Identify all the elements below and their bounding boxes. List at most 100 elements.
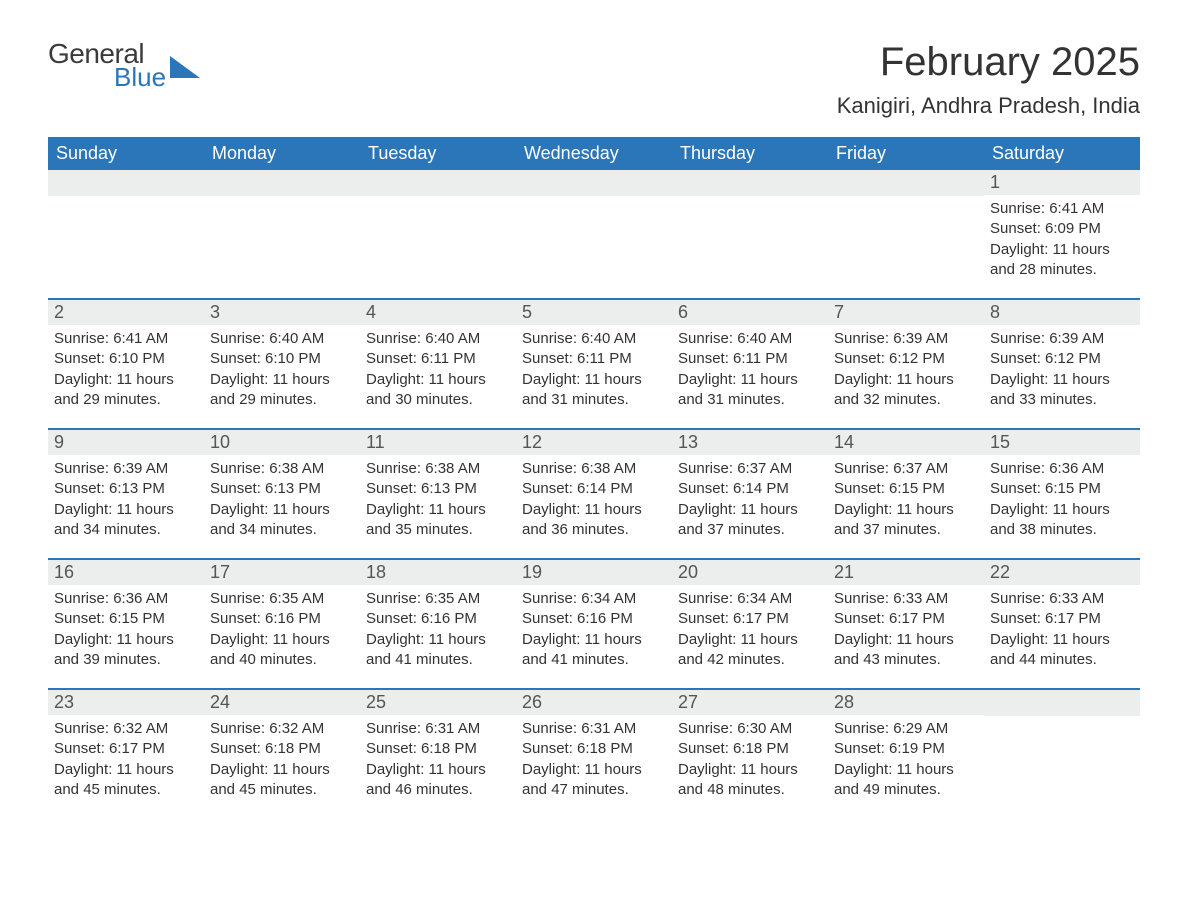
day-content: Sunrise: 6:36 AMSunset: 6:15 PMDaylight:…: [48, 585, 204, 678]
day-content-empty: [984, 716, 1140, 796]
day-number-empty: [360, 170, 516, 196]
calendar-day-cell: 3Sunrise: 6:40 AMSunset: 6:10 PMDaylight…: [204, 300, 360, 428]
sunrise-text: Sunrise: 6:35 AM: [366, 589, 510, 609]
day-content: Sunrise: 6:32 AMSunset: 6:18 PMDaylight:…: [204, 715, 360, 808]
calendar-day-cell: 21Sunrise: 6:33 AMSunset: 6:17 PMDayligh…: [828, 560, 984, 688]
daylight-text: Daylight: 11 hours and 31 minutes.: [678, 370, 822, 411]
daylight-text: Daylight: 11 hours and 34 minutes.: [210, 500, 354, 541]
sunrise-text: Sunrise: 6:32 AM: [210, 719, 354, 739]
calendar-day-cell: [48, 170, 204, 298]
sunrise-text: Sunrise: 6:40 AM: [678, 329, 822, 349]
day-content: Sunrise: 6:37 AMSunset: 6:14 PMDaylight:…: [672, 455, 828, 548]
daylight-text: Daylight: 11 hours and 29 minutes.: [54, 370, 198, 411]
daylight-text: Daylight: 11 hours and 39 minutes.: [54, 630, 198, 671]
sunrise-text: Sunrise: 6:39 AM: [54, 459, 198, 479]
day-number: 18: [360, 560, 516, 585]
header: General Blue February 2025 Kanigiri, And…: [48, 40, 1140, 119]
daylight-text: Daylight: 11 hours and 32 minutes.: [834, 370, 978, 411]
daylight-text: Daylight: 11 hours and 35 minutes.: [366, 500, 510, 541]
sunset-text: Sunset: 6:17 PM: [678, 609, 822, 629]
title-block: February 2025 Kanigiri, Andhra Pradesh, …: [837, 40, 1140, 119]
day-content: Sunrise: 6:35 AMSunset: 6:16 PMDaylight:…: [204, 585, 360, 678]
calendar-day-cell: [984, 690, 1140, 818]
day-number: 20: [672, 560, 828, 585]
sunset-text: Sunset: 6:11 PM: [678, 349, 822, 369]
day-number: 15: [984, 430, 1140, 455]
sunset-text: Sunset: 6:19 PM: [834, 739, 978, 759]
sunset-text: Sunset: 6:15 PM: [990, 479, 1134, 499]
calendar-day-cell: [360, 170, 516, 298]
sunrise-text: Sunrise: 6:39 AM: [834, 329, 978, 349]
sunrise-text: Sunrise: 6:38 AM: [210, 459, 354, 479]
sunrise-text: Sunrise: 6:40 AM: [522, 329, 666, 349]
sunset-text: Sunset: 6:14 PM: [522, 479, 666, 499]
day-content: Sunrise: 6:36 AMSunset: 6:15 PMDaylight:…: [984, 455, 1140, 548]
daylight-text: Daylight: 11 hours and 31 minutes.: [522, 370, 666, 411]
daylight-text: Daylight: 11 hours and 28 minutes.: [990, 240, 1134, 281]
day-number: 23: [48, 690, 204, 715]
day-content: Sunrise: 6:29 AMSunset: 6:19 PMDaylight:…: [828, 715, 984, 808]
day-number: 4: [360, 300, 516, 325]
sunset-text: Sunset: 6:13 PM: [210, 479, 354, 499]
sunrise-text: Sunrise: 6:33 AM: [990, 589, 1134, 609]
daylight-text: Daylight: 11 hours and 47 minutes.: [522, 760, 666, 801]
day-content: Sunrise: 6:39 AMSunset: 6:12 PMDaylight:…: [984, 325, 1140, 418]
day-number: 27: [672, 690, 828, 715]
daylight-text: Daylight: 11 hours and 45 minutes.: [210, 760, 354, 801]
page-title: February 2025: [837, 40, 1140, 85]
sunrise-text: Sunrise: 6:31 AM: [522, 719, 666, 739]
sunrise-text: Sunrise: 6:40 AM: [366, 329, 510, 349]
day-content: Sunrise: 6:38 AMSunset: 6:14 PMDaylight:…: [516, 455, 672, 548]
day-content: Sunrise: 6:31 AMSunset: 6:18 PMDaylight:…: [516, 715, 672, 808]
calendar-day-cell: 18Sunrise: 6:35 AMSunset: 6:16 PMDayligh…: [360, 560, 516, 688]
day-content-empty: [516, 196, 672, 276]
sunrise-text: Sunrise: 6:35 AM: [210, 589, 354, 609]
sunset-text: Sunset: 6:09 PM: [990, 219, 1134, 239]
sunset-text: Sunset: 6:10 PM: [210, 349, 354, 369]
day-number: 13: [672, 430, 828, 455]
sunset-text: Sunset: 6:17 PM: [990, 609, 1134, 629]
sunrise-text: Sunrise: 6:34 AM: [522, 589, 666, 609]
sunrise-text: Sunrise: 6:33 AM: [834, 589, 978, 609]
calendar-day-cell: 12Sunrise: 6:38 AMSunset: 6:14 PMDayligh…: [516, 430, 672, 558]
calendar-day-cell: [828, 170, 984, 298]
location-subtitle: Kanigiri, Andhra Pradesh, India: [837, 93, 1140, 119]
daylight-text: Daylight: 11 hours and 44 minutes.: [990, 630, 1134, 671]
day-number: 3: [204, 300, 360, 325]
weekday-header: Tuesday: [360, 137, 516, 170]
calendar-week-row: 16Sunrise: 6:36 AMSunset: 6:15 PMDayligh…: [48, 560, 1140, 688]
weekday-header: Friday: [828, 137, 984, 170]
sunset-text: Sunset: 6:18 PM: [522, 739, 666, 759]
daylight-text: Daylight: 11 hours and 42 minutes.: [678, 630, 822, 671]
calendar-day-cell: 8Sunrise: 6:39 AMSunset: 6:12 PMDaylight…: [984, 300, 1140, 428]
calendar-day-cell: 1Sunrise: 6:41 AMSunset: 6:09 PMDaylight…: [984, 170, 1140, 298]
calendar-day-cell: 25Sunrise: 6:31 AMSunset: 6:18 PMDayligh…: [360, 690, 516, 818]
day-number: 19: [516, 560, 672, 585]
calendar-day-cell: 26Sunrise: 6:31 AMSunset: 6:18 PMDayligh…: [516, 690, 672, 818]
daylight-text: Daylight: 11 hours and 34 minutes.: [54, 500, 198, 541]
sunrise-text: Sunrise: 6:31 AM: [366, 719, 510, 739]
sunrise-text: Sunrise: 6:41 AM: [990, 199, 1134, 219]
calendar-day-cell: 28Sunrise: 6:29 AMSunset: 6:19 PMDayligh…: [828, 690, 984, 818]
sunset-text: Sunset: 6:15 PM: [54, 609, 198, 629]
day-content-empty: [828, 196, 984, 276]
sunset-text: Sunset: 6:18 PM: [210, 739, 354, 759]
weekday-header: Monday: [204, 137, 360, 170]
day-content-empty: [48, 196, 204, 276]
day-number: 11: [360, 430, 516, 455]
sunset-text: Sunset: 6:17 PM: [54, 739, 198, 759]
sunset-text: Sunset: 6:18 PM: [366, 739, 510, 759]
day-number: 6: [672, 300, 828, 325]
calendar-day-cell: 24Sunrise: 6:32 AMSunset: 6:18 PMDayligh…: [204, 690, 360, 818]
day-content: Sunrise: 6:40 AMSunset: 6:11 PMDaylight:…: [516, 325, 672, 418]
day-number: 2: [48, 300, 204, 325]
day-content: Sunrise: 6:40 AMSunset: 6:11 PMDaylight:…: [360, 325, 516, 418]
day-number: 16: [48, 560, 204, 585]
sunrise-text: Sunrise: 6:36 AM: [54, 589, 198, 609]
day-number: 17: [204, 560, 360, 585]
logo-blue-text: Blue: [114, 64, 166, 90]
sunrise-text: Sunrise: 6:37 AM: [834, 459, 978, 479]
day-number: 14: [828, 430, 984, 455]
sunset-text: Sunset: 6:11 PM: [522, 349, 666, 369]
daylight-text: Daylight: 11 hours and 48 minutes.: [678, 760, 822, 801]
